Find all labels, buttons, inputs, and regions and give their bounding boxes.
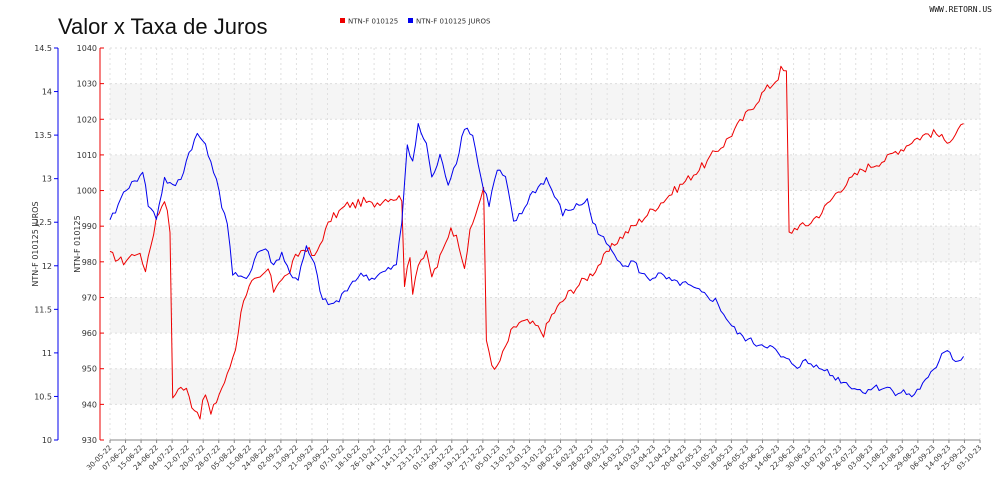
legend-label: NTN-F 010125 — [348, 18, 398, 26]
left-tick-label: 14.5 — [34, 44, 52, 53]
left-tick-label: 11.5 — [34, 305, 52, 314]
grid — [109, 47, 981, 441]
left-tick-label: 12 — [42, 262, 52, 271]
series-line-yield — [109, 123, 965, 398]
right-axis-label: NTN-F 010125 — [73, 215, 82, 272]
right-tick-label: 950 — [82, 365, 97, 374]
right-tick-label: 1000 — [77, 187, 97, 196]
legend: NTN-F 010125 NTN-F 010125 JUROS — [340, 18, 491, 26]
right-tick-label: 1030 — [77, 80, 97, 89]
legend-swatch — [340, 18, 345, 23]
right-tick-label: 1010 — [77, 151, 97, 160]
left-tick-label: 12.5 — [34, 218, 52, 227]
left-tick-label: 10 — [42, 436, 52, 445]
left-tick-label: 10.5 — [34, 392, 52, 401]
left-axis-label: NTN-F 010125 JUROS — [31, 201, 40, 286]
right-tick-label: 930 — [82, 436, 97, 445]
series-lines — [109, 65, 965, 420]
right-tick-label: 960 — [82, 329, 97, 338]
chart-title: Valor x Taxa de Juros — [58, 14, 268, 39]
right-tick-label: 980 — [82, 258, 97, 267]
right-tick-label: 970 — [82, 293, 97, 302]
right-tick-label: 1020 — [77, 115, 97, 124]
right-tick-label: 940 — [82, 400, 97, 409]
left-tick-label: 14 — [42, 88, 52, 97]
legend-swatch — [408, 18, 413, 23]
source-watermark: WWW.RETORN.US — [929, 5, 992, 14]
grid-band — [110, 154, 980, 191]
right-tick-label: 1040 — [77, 44, 97, 53]
legend-label: NTN-F 010125 JUROS — [416, 18, 491, 26]
left-tick-label: 13.5 — [34, 131, 52, 140]
right-axis: 930 940 950 960 970 980 990 1000 1010 1020 1030 104… — [73, 44, 104, 445]
right-tick-label: 990 — [82, 222, 97, 231]
left-tick-label: 13 — [42, 175, 52, 184]
series-line-price — [109, 65, 964, 420]
left-axis: 10 10.5 11 11.5 12 12.5 13 13.5 14 14.5 NTN-F 0101… — [31, 44, 59, 445]
left-tick-label: 11 — [42, 349, 52, 358]
